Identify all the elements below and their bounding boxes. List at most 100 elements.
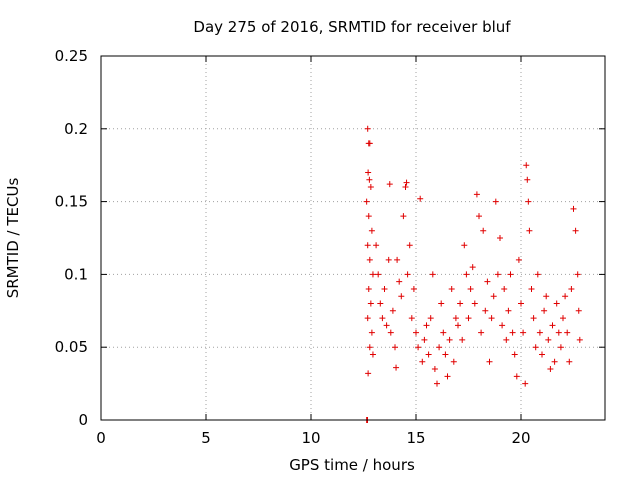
- data-point: [408, 315, 415, 322]
- data-point: [367, 300, 374, 307]
- data-point: [366, 344, 373, 351]
- data-point: [406, 242, 413, 249]
- data-point: [553, 300, 560, 307]
- data-point: [534, 271, 541, 278]
- data-point: [369, 271, 376, 278]
- data-point: [442, 351, 449, 358]
- data-point: [413, 329, 419, 336]
- data-point: [499, 322, 506, 329]
- y-axis-label: SRMTID / TECUs: [4, 178, 22, 299]
- data-point: [364, 125, 371, 132]
- data-point: [564, 329, 571, 336]
- data-point: [377, 300, 384, 307]
- data-point: [373, 242, 380, 249]
- data-point: [494, 271, 501, 278]
- data-point: [381, 285, 388, 292]
- data-point: [364, 315, 371, 322]
- y-tick-label: 0.15: [55, 193, 88, 211]
- data-point: [463, 271, 470, 278]
- data-point: [525, 198, 532, 205]
- data-point: [476, 213, 482, 220]
- data-point: [570, 205, 577, 212]
- data-point: [523, 162, 530, 169]
- data-point: [387, 329, 394, 336]
- tick-labels: 0 5 10 15 20 0 0.05 0.1 0.15 0.2 0.25: [55, 47, 531, 447]
- data-point: [536, 329, 543, 336]
- data-point: [572, 227, 579, 234]
- data-point: [469, 264, 476, 271]
- data-point: [396, 278, 403, 285]
- data-point: [363, 198, 370, 205]
- data-point: [486, 358, 493, 365]
- data-point: [459, 336, 466, 343]
- data-point: [383, 322, 390, 329]
- x-axis-label: GPS time / hours: [289, 456, 415, 474]
- data-point: [515, 256, 522, 263]
- data-point: [562, 293, 569, 300]
- data-point: [400, 213, 407, 220]
- data-point: [488, 315, 495, 322]
- data-point: [501, 285, 508, 292]
- data-point: [452, 315, 459, 322]
- x-tick-label: 5: [201, 429, 211, 447]
- data-point: [365, 370, 372, 377]
- data-point: [448, 285, 455, 292]
- data-point: [404, 271, 411, 278]
- grid-lines: [101, 56, 605, 420]
- data-point: [385, 256, 392, 263]
- data-point: [484, 278, 491, 285]
- data-point: [364, 242, 371, 249]
- data-point: [386, 181, 393, 188]
- data-point: [555, 329, 562, 336]
- data-point: [518, 300, 524, 307]
- data-point: [526, 227, 533, 234]
- data-point: [392, 344, 398, 351]
- x-tick-label: 20: [511, 429, 530, 447]
- data-point: [402, 184, 409, 191]
- data-point: [528, 285, 535, 292]
- x-tick-label: 15: [406, 429, 425, 447]
- data-point: [457, 300, 464, 307]
- data-point: [398, 293, 405, 300]
- data-point: [547, 366, 554, 373]
- data-point: [366, 140, 373, 147]
- data-point: [539, 351, 545, 358]
- data-point: [446, 336, 453, 343]
- data-point: [367, 184, 374, 191]
- data-point: [541, 307, 548, 314]
- data-point: [375, 271, 382, 278]
- data-point: [425, 351, 432, 358]
- data-point: [423, 322, 430, 329]
- data-point: [524, 176, 531, 183]
- data-point: [436, 344, 443, 351]
- axis-ticks: [100, 55, 605, 421]
- data-point: [576, 336, 583, 343]
- data-point: [368, 227, 375, 234]
- data-point: [393, 364, 400, 371]
- data-point: [438, 300, 445, 307]
- data-point: [560, 315, 566, 322]
- data-point: [557, 344, 564, 351]
- data-point: [410, 285, 417, 292]
- data-point: [365, 169, 372, 176]
- data-point: [478, 329, 485, 336]
- data-point: [505, 307, 512, 314]
- data-point: [551, 358, 558, 365]
- data-point: [511, 351, 518, 358]
- data-point: [532, 344, 539, 351]
- data-point: [417, 195, 424, 202]
- data-point: [365, 213, 372, 220]
- data-point: [566, 358, 573, 365]
- data-point: [403, 179, 410, 186]
- y-tick-label: 0.2: [64, 120, 88, 138]
- data-point: [444, 373, 451, 380]
- data-point: [369, 351, 376, 358]
- data-point: [520, 329, 527, 336]
- data-point: [389, 307, 396, 314]
- data-point: [543, 293, 550, 300]
- data-point: [415, 344, 422, 351]
- data-point: [429, 271, 436, 278]
- data-point: [568, 285, 575, 292]
- chart-title: Day 275 of 2016, SRMTID for receiver blu…: [193, 18, 511, 36]
